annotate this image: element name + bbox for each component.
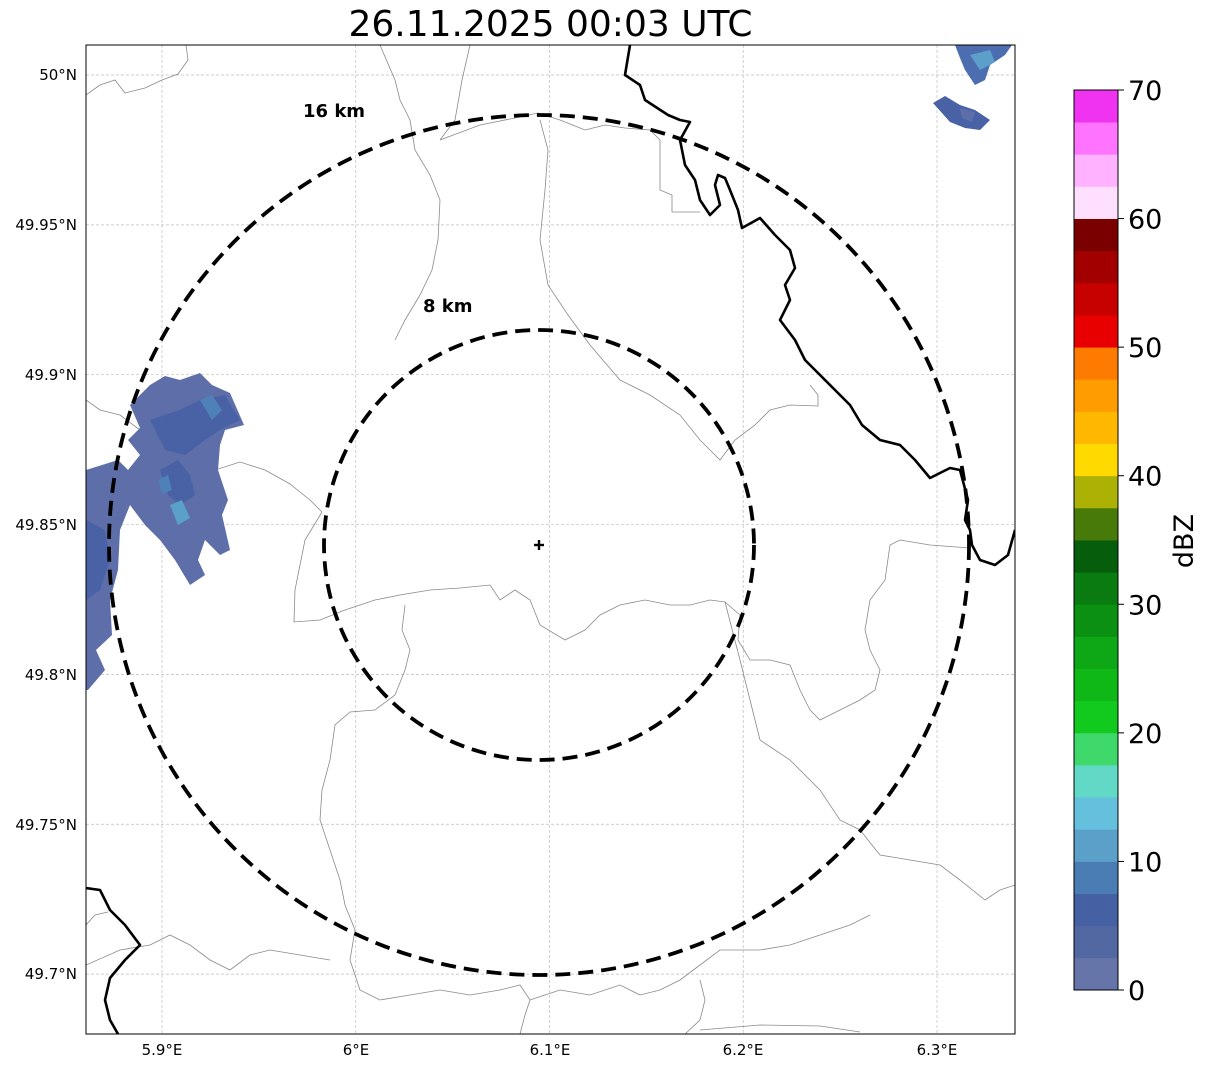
- national-border: [86, 45, 1015, 1034]
- colorbar-tick-label: 0: [1128, 976, 1145, 1007]
- y-tick-label: 49.8°N: [25, 666, 77, 684]
- colorbar-segment: [1074, 347, 1118, 380]
- colorbar-ticks: 0 10 20 30 40 50 60 70: [1118, 76, 1162, 1007]
- colorbar-segment: [1074, 122, 1118, 155]
- colorbar: 0 10 20 30 40 50 60 70 dBZ: [1073, 76, 1200, 1007]
- colorbar-segment: [1074, 507, 1118, 541]
- colorbar-segment: [1074, 893, 1118, 927]
- plot-frame: [85, 44, 1016, 1035]
- x-tick-label: 6.1°E: [530, 1041, 571, 1059]
- x-tick-label: 6°E: [343, 1041, 370, 1059]
- colorbar-segment: [1074, 829, 1118, 862]
- colorbar-segment: [1074, 861, 1118, 894]
- y-tick-label: 49.95°N: [15, 216, 77, 234]
- radar-echo-west: [86, 373, 244, 690]
- x-tick-label: 5.9°E: [142, 1041, 183, 1059]
- colorbar-segment: [1074, 636, 1118, 669]
- colorbar-tick-label: 60: [1128, 205, 1162, 236]
- radar-site-marker: [534, 540, 544, 550]
- colorbar-segment: [1074, 218, 1118, 252]
- map-title: 26.11.2025 00:03 UTC: [348, 4, 753, 45]
- y-tick-label: 49.75°N: [15, 816, 77, 834]
- map-plot-area: 8 km 16 km: [86, 45, 1015, 1034]
- y-tick-label: 49.7°N: [25, 965, 77, 983]
- colorbar-segment: [1074, 668, 1118, 702]
- colorbar-segment: [1074, 379, 1118, 412]
- colorbar-segment: [1074, 925, 1118, 959]
- colorbar-segment: [1074, 90, 1118, 123]
- y-tick-label: 50°N: [39, 66, 77, 84]
- x-tick-label: 6.3°E: [917, 1041, 958, 1059]
- colorbar-segment: [1074, 572, 1118, 605]
- range-ring-8km: [322, 328, 756, 762]
- colorbar-segment: [1074, 765, 1118, 798]
- y-axis-labels: 50°N 49.95°N 49.9°N 49.85°N 49.8°N 49.75…: [15, 66, 77, 983]
- colorbar-label: dBZ: [1169, 514, 1200, 568]
- colorbar-tick-label: 20: [1128, 719, 1162, 750]
- colorbar-segment: [1074, 154, 1118, 187]
- range-ring-16km: [107, 113, 971, 977]
- colorbar-segment: [1074, 540, 1118, 573]
- colorbar-tick-label: 40: [1128, 462, 1162, 493]
- colorbar-segment: [1074, 732, 1118, 766]
- x-axis-labels: 5.9°E 6°E 6.1°E 6.2°E 6.3°E: [142, 1041, 958, 1059]
- range-ring-label-16km: 16 km: [303, 101, 365, 122]
- x-tick-label: 6.2°E: [723, 1041, 764, 1059]
- colorbar-tick-label: 70: [1128, 76, 1162, 107]
- colorbar-segment: [1074, 186, 1118, 219]
- y-tick-label: 49.9°N: [25, 366, 77, 384]
- y-tick-label: 49.85°N: [15, 516, 77, 534]
- colorbar-segment: [1074, 957, 1118, 991]
- colorbar-tick-label: 30: [1128, 590, 1162, 621]
- colorbar-segment: [1074, 700, 1118, 734]
- colorbar-segment: [1074, 411, 1118, 444]
- colorbar-segment: [1074, 250, 1118, 284]
- range-ring-label-8km: 8 km: [423, 296, 473, 317]
- colorbar-segment: [1074, 315, 1118, 348]
- radar-echo-northeast: [933, 45, 1012, 130]
- range-rings: [107, 113, 971, 977]
- colorbar-frame: [1073, 89, 1119, 991]
- colorbar-segment: [1074, 443, 1118, 477]
- colorbar-segments: [1074, 90, 1118, 991]
- colorbar-tick-label: 10: [1128, 847, 1162, 878]
- colorbar-segment: [1074, 604, 1118, 637]
- colorbar-segment: [1074, 282, 1118, 316]
- colorbar-segment: [1074, 475, 1118, 509]
- colorbar-tick-label: 50: [1128, 333, 1162, 364]
- colorbar-segment: [1074, 797, 1118, 830]
